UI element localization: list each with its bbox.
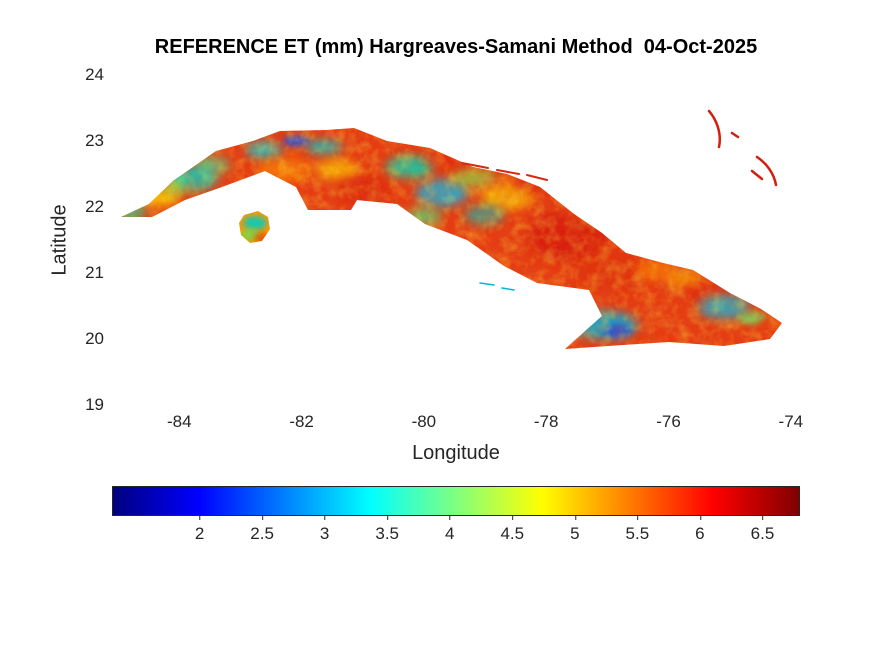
- x-tick-label: -80: [411, 412, 437, 431]
- x-axis-ticks: -84 -82 -80 -78 -76 -74: [112, 412, 803, 434]
- x-tick-label: -78: [533, 412, 559, 431]
- colorbar-tick-label: 4.5: [500, 515, 525, 543]
- x-tick-label: -76: [656, 412, 681, 431]
- map-plot-area: [112, 75, 800, 405]
- colorbar-tick-label: 5: [570, 515, 580, 543]
- x-tick-label: -74: [778, 412, 804, 431]
- colorbar: [112, 486, 800, 516]
- colorbar-tick-label: 6.5: [750, 515, 775, 543]
- north-coast-cays: [461, 162, 548, 181]
- y-axis-ticks: 24 23 22 21 20 19: [50, 65, 104, 414]
- colorbar-tick-label: 3: [319, 515, 330, 543]
- south-coast-cays: [479, 282, 515, 291]
- colorbar-ticks: 2 2.5 3 3.5 4 4.5 5 5.5 6 6.5: [112, 515, 800, 546]
- chart-title: REFERENCE ET (mm) Hargreaves-Samani Meth…: [154, 36, 758, 58]
- y-tick-label: 24: [85, 65, 104, 84]
- colorbar-tick-label: 3.5: [375, 515, 400, 543]
- y-tick-label: 20: [85, 329, 104, 348]
- x-axis-label: Longitude: [412, 442, 500, 464]
- colorbar-tick-label: 4: [445, 515, 455, 543]
- cuba-et-map: [121, 109, 782, 349]
- colorbar-tick-label: 5.5: [625, 515, 650, 543]
- isla-de-la-juventud: [239, 211, 270, 243]
- y-tick-label: 19: [85, 395, 104, 414]
- colorbar-tick-label: 2: [194, 515, 205, 543]
- colorbar-tick-label: 6: [695, 515, 705, 543]
- colorbar-tick-label: 2.5: [250, 515, 274, 543]
- y-tick-label: 23: [85, 131, 104, 150]
- y-tick-label: 22: [85, 197, 104, 216]
- y-tick-label: 21: [85, 263, 104, 282]
- bahamas-cays: [707, 109, 778, 187]
- cuba-mainland: [121, 128, 782, 349]
- x-tick-label: -84: [166, 412, 192, 431]
- x-tick-label: -82: [289, 412, 314, 431]
